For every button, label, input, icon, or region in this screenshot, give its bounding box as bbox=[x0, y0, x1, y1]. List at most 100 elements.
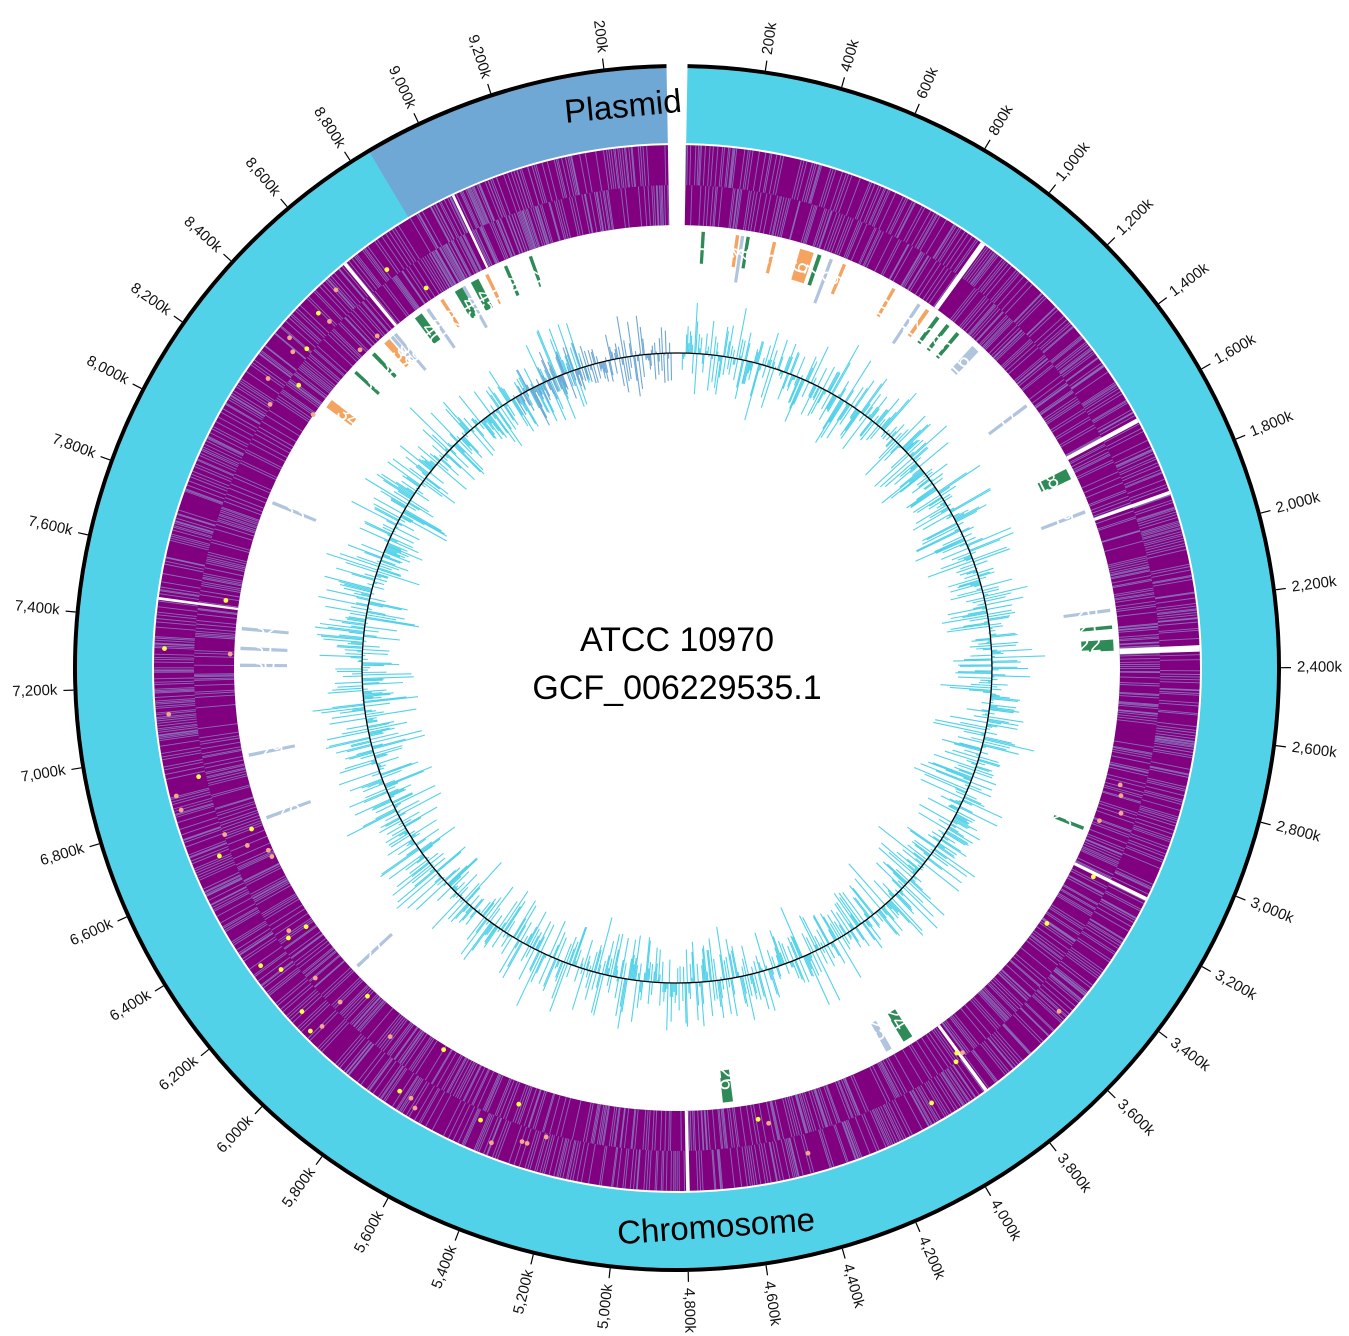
region-label: 19 bbox=[1048, 504, 1078, 534]
strain-name: ATCC 10970 bbox=[580, 621, 774, 659]
tick-label: 6,000k bbox=[213, 1112, 257, 1157]
bgc-region-4 bbox=[741, 236, 750, 269]
tick-mark bbox=[1201, 966, 1212, 973]
bgc-region-42 bbox=[440, 298, 461, 328]
feature-dot bbox=[227, 651, 233, 657]
feature-dot bbox=[315, 310, 321, 316]
tick-label: 1,400k bbox=[1166, 259, 1213, 300]
tick-label: 2,600k bbox=[1291, 739, 1338, 762]
tick-label: 1,000k bbox=[1052, 138, 1093, 184]
tick-label: 5,400k bbox=[428, 1242, 460, 1291]
feature-dot bbox=[249, 826, 254, 832]
tick-mark bbox=[382, 1198, 389, 1208]
tick-label: 6,400k bbox=[107, 986, 155, 1024]
tick-mark bbox=[1158, 297, 1168, 305]
bgc-region-36 bbox=[371, 352, 397, 379]
gc-bars bbox=[312, 302, 1046, 1031]
feature-dot bbox=[178, 807, 184, 813]
bgc-region-45 bbox=[470, 278, 493, 311]
tick-mark bbox=[65, 610, 76, 613]
feature-dot bbox=[1118, 793, 1124, 799]
feature-dot bbox=[196, 774, 202, 780]
feature-dot bbox=[929, 1100, 934, 1106]
bgc-region-44 bbox=[462, 285, 488, 329]
feature-dot bbox=[303, 924, 309, 930]
bgc-region-34 bbox=[326, 399, 358, 427]
bgc-region-23 bbox=[1053, 815, 1085, 830]
tick-mark bbox=[132, 383, 142, 390]
tick-mark bbox=[764, 60, 768, 71]
feature-dot bbox=[953, 1059, 959, 1065]
tick-mark bbox=[914, 103, 920, 114]
gc-bars bbox=[515, 315, 673, 426]
gene-gap bbox=[343, 262, 398, 327]
feature-dot bbox=[217, 853, 222, 859]
feature-dot bbox=[423, 285, 429, 291]
bgc-region-26 bbox=[719, 1069, 734, 1103]
tick-mark bbox=[984, 139, 991, 149]
gene-gap bbox=[1093, 490, 1171, 521]
tick-mark bbox=[117, 916, 127, 922]
assembly-accession: GCF_006229535.1 bbox=[532, 669, 821, 707]
feature-dot bbox=[173, 793, 179, 799]
bgc-region-35 bbox=[354, 370, 381, 395]
feature-dot bbox=[755, 1116, 761, 1122]
bgc-region-22 bbox=[1081, 639, 1114, 653]
gene-gap bbox=[1073, 862, 1148, 901]
tick-label: 2,800k bbox=[1274, 818, 1322, 846]
bgc-region-41 bbox=[426, 308, 456, 349]
feature-dot bbox=[954, 1050, 960, 1056]
bgc-region-13 bbox=[917, 316, 940, 345]
tick-label: 1,600k bbox=[1211, 331, 1259, 368]
region-label: 22 bbox=[1077, 633, 1102, 657]
tick-label: 5,600k bbox=[351, 1208, 388, 1256]
bgc-region-46 bbox=[503, 265, 520, 297]
feature-dot bbox=[365, 993, 370, 999]
feature-dots bbox=[162, 267, 1124, 1156]
tick-label: 6,200k bbox=[156, 1052, 202, 1094]
tick-mark bbox=[71, 767, 82, 771]
tick-mark bbox=[344, 151, 351, 161]
region-label: 23 bbox=[1047, 804, 1077, 834]
tick-mark bbox=[985, 1186, 992, 1197]
sequence-ring bbox=[72, 64, 1281, 1272]
tick-label: 9,000k bbox=[385, 63, 420, 111]
feature-dot bbox=[357, 347, 363, 353]
tick-mark bbox=[1260, 509, 1271, 514]
bgc-region-37 bbox=[384, 339, 411, 368]
bgc-region-17 bbox=[988, 404, 1028, 436]
bgc-region-28 bbox=[265, 800, 312, 820]
bgc-region-2 bbox=[731, 234, 740, 268]
feature-dot bbox=[265, 847, 271, 853]
bgc-region-32 bbox=[241, 626, 289, 635]
feature-dot bbox=[1056, 1008, 1062, 1014]
bgc-region-30 bbox=[240, 663, 288, 668]
tick-label: 4,000k bbox=[987, 1196, 1025, 1244]
gene-track bbox=[153, 145, 1201, 1192]
tick-mark bbox=[608, 1268, 611, 1279]
feature-dot bbox=[1097, 818, 1102, 824]
region-label: 18 bbox=[1031, 468, 1062, 499]
tick-label: 5,800k bbox=[279, 1164, 320, 1211]
feature-dot bbox=[489, 1140, 494, 1146]
feature-dot bbox=[374, 333, 380, 339]
feature-dot bbox=[296, 382, 302, 388]
tick-mark bbox=[254, 1106, 263, 1115]
feature-dot bbox=[304, 346, 310, 352]
tick-mark bbox=[223, 253, 232, 262]
tick-mark bbox=[1235, 895, 1246, 901]
tick-label: 3,800k bbox=[1054, 1150, 1095, 1196]
gene-gap bbox=[451, 194, 489, 269]
bgc-region-29 bbox=[248, 744, 296, 757]
tick-label: 400k bbox=[837, 37, 862, 73]
tick-label: 2,400k bbox=[1297, 659, 1343, 676]
feature-dot bbox=[287, 335, 292, 341]
gene-gap bbox=[937, 1024, 988, 1092]
feature-dot bbox=[290, 349, 296, 355]
region-label: 4 bbox=[732, 246, 757, 262]
tick-mark bbox=[280, 198, 288, 208]
tick-label: 8,600k bbox=[242, 154, 284, 200]
feature-dot bbox=[516, 1101, 522, 1107]
